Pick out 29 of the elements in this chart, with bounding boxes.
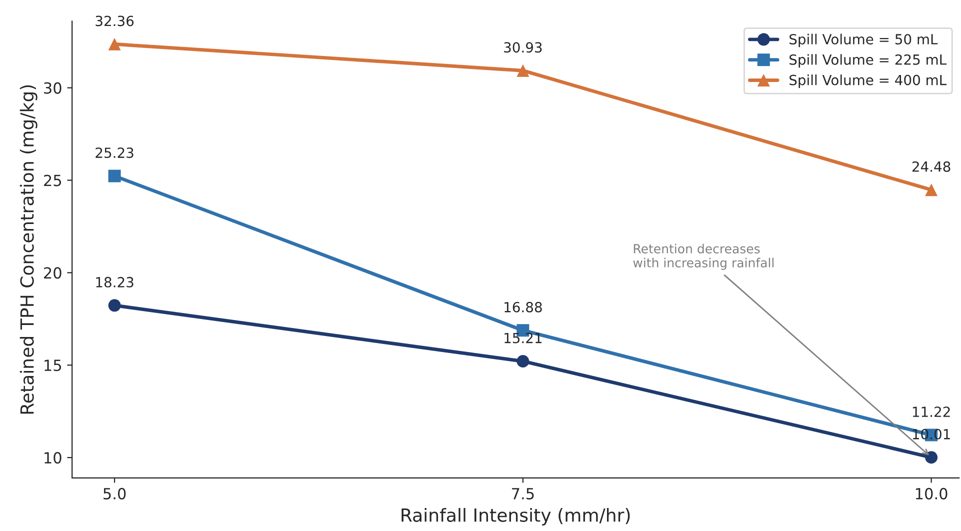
y-axis-title: Retained TPH Concentration (mg/kg) <box>20 85 38 414</box>
legend-label: Spill Volume = 50 mL <box>790 34 938 48</box>
data-label: 18.23 <box>96 276 134 288</box>
x-tick-label: 7.5 <box>512 488 534 500</box>
point <box>108 170 121 182</box>
data-label: 32.36 <box>96 16 134 26</box>
x-tick-label: 10.0 <box>916 488 948 500</box>
data-label: 11.22 <box>912 406 950 417</box>
y-tick-label: 15 <box>44 360 62 372</box>
data-label: 30.93 <box>504 42 542 53</box>
data-label: 24.48 <box>912 161 950 172</box>
data-label: 25.23 <box>96 148 134 158</box>
data-label: 15.21 <box>504 332 542 344</box>
y-tick-label: 30 <box>44 82 62 94</box>
legend-label: Spill Volume = 400 mL <box>790 74 947 88</box>
y-tick-label: 10 <box>44 452 62 464</box>
legend-label: Spill Volume = 225 mL <box>790 54 947 68</box>
x-tick-label: 5.0 <box>104 488 126 500</box>
point <box>108 38 121 50</box>
y-tick-label: 20 <box>44 267 62 279</box>
point <box>925 451 938 464</box>
x-axis-title: Rainfall Intensity (mm/hr) <box>402 508 630 526</box>
point <box>925 184 938 196</box>
y-tick-label: 25 <box>44 174 62 186</box>
point <box>516 354 530 368</box>
point <box>108 299 121 312</box>
point <box>516 64 530 77</box>
data-label: 16.88 <box>504 302 542 312</box>
annotation: Retention decreases with increasing rainfall <box>633 244 774 270</box>
